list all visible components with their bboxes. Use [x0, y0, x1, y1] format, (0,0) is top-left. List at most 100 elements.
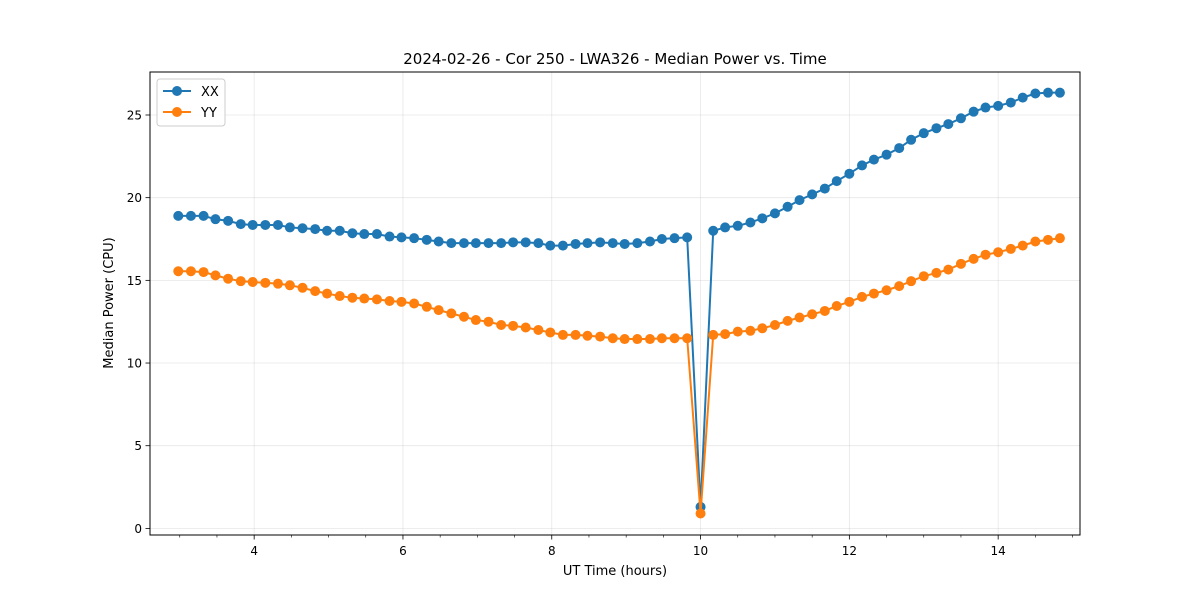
axes-frame: [149, 71, 1081, 536]
data-point-yy: [359, 293, 370, 304]
data-point-xx: [173, 210, 184, 221]
data-point-xx: [644, 236, 655, 247]
data-point-xx: [198, 210, 209, 221]
data-point-yy: [720, 329, 731, 340]
data-point-xx: [619, 238, 630, 249]
data-point-yy: [334, 291, 345, 302]
data-point-yy: [371, 294, 382, 305]
data-point-xx: [831, 176, 842, 187]
data-point-xx: [782, 201, 793, 212]
data-point-yy: [595, 331, 606, 342]
data-point-yy: [198, 267, 209, 278]
data-point-yy: [794, 312, 805, 323]
data-point-xx: [968, 106, 979, 117]
data-point-yy: [708, 329, 719, 340]
data-point-xx: [570, 238, 581, 249]
data-point-yy: [557, 329, 568, 340]
data-point-xx: [359, 229, 370, 240]
data-point-xx: [708, 225, 719, 236]
data-point-yy: [223, 273, 234, 284]
data-point-xx: [607, 238, 618, 249]
data-point-xx: [1054, 87, 1065, 98]
data-point-xx: [496, 238, 507, 249]
data-point-yy: [943, 264, 954, 275]
data-point-xx: [1030, 88, 1041, 99]
data-point-xx: [334, 225, 345, 236]
data-point-yy: [272, 278, 283, 289]
data-point-yy: [807, 309, 818, 320]
data-point-yy: [310, 286, 321, 297]
data-point-yy: [470, 315, 481, 326]
data-point-yy: [980, 249, 991, 260]
data-point-yy: [570, 329, 581, 340]
data-point-yy: [347, 292, 358, 303]
data-point-yy: [819, 305, 830, 316]
x-tick-label: 8: [548, 544, 556, 558]
data-point-xx: [955, 113, 966, 124]
data-point-xx: [632, 238, 643, 249]
data-point-xx: [906, 134, 917, 145]
data-point-yy: [210, 270, 221, 281]
x-axis-label: UT Time (hours): [563, 564, 667, 579]
data-point-yy: [682, 333, 693, 344]
data-point-xx: [347, 228, 358, 239]
data-point-yy: [1043, 234, 1054, 245]
data-point-yy: [297, 282, 308, 293]
legend-marker-xx: [172, 86, 182, 96]
x-tick-label: 14: [991, 544, 1006, 558]
data-point-xx: [458, 238, 469, 249]
data-point-xx: [794, 195, 805, 206]
data-point-xx: [520, 237, 531, 248]
x-tick-label: 4: [250, 544, 258, 558]
data-point-xx: [656, 234, 667, 245]
x-tick-label: 12: [842, 544, 857, 558]
data-point-xx: [470, 238, 481, 249]
data-point-xx: [297, 223, 308, 234]
data-point-yy: [769, 319, 780, 330]
legend-label-yy: YY: [200, 106, 217, 121]
x-tick-label: 10: [693, 544, 708, 558]
x-axis: 4 6 8 10 12 14: [179, 535, 1073, 558]
data-point-yy: [247, 277, 258, 288]
data-point-yy: [656, 333, 667, 344]
data-point-yy: [533, 324, 544, 335]
data-point-xx: [557, 240, 568, 251]
data-point-yy: [1017, 240, 1028, 251]
data-point-yy: [185, 266, 196, 277]
series-line-xx: [178, 91, 1060, 508]
data-point-xx: [260, 219, 271, 230]
data-point-yy: [632, 334, 643, 345]
data-point-xx: [322, 225, 333, 236]
data-point-yy: [881, 285, 892, 296]
data-point-yy: [322, 288, 333, 299]
data-point-yy: [582, 330, 593, 341]
data-point-yy: [260, 277, 271, 288]
legend-label-xx: XX: [201, 85, 219, 100]
data-point-yy: [284, 280, 295, 291]
data-point-yy: [421, 301, 432, 312]
data-point-yy: [619, 334, 630, 345]
data-point-xx: [720, 222, 731, 233]
data-point-xx: [732, 220, 743, 231]
data-point-xx: [757, 213, 768, 224]
y-tick-label: 25: [127, 108, 142, 122]
data-point-yy: [906, 276, 917, 287]
data-point-xx: [1017, 92, 1028, 103]
series-line-yy: [178, 237, 1061, 515]
data-point-yy: [1005, 243, 1016, 254]
data-point-xx: [223, 215, 234, 226]
data-point-xx: [446, 238, 457, 249]
data-point-xx: [807, 189, 818, 200]
data-point-yy: [931, 267, 942, 278]
data-point-yy: [496, 319, 507, 330]
y-tick-label: 20: [127, 191, 142, 205]
data-point-xx: [421, 234, 432, 245]
grid: [150, 72, 1080, 535]
y-tick-label: 10: [127, 357, 142, 371]
data-point-xx: [745, 217, 756, 228]
data-point-xx: [409, 233, 420, 244]
data-point-xx: [894, 143, 905, 154]
data-point-yy: [409, 298, 420, 309]
data-point-xx: [980, 102, 991, 113]
